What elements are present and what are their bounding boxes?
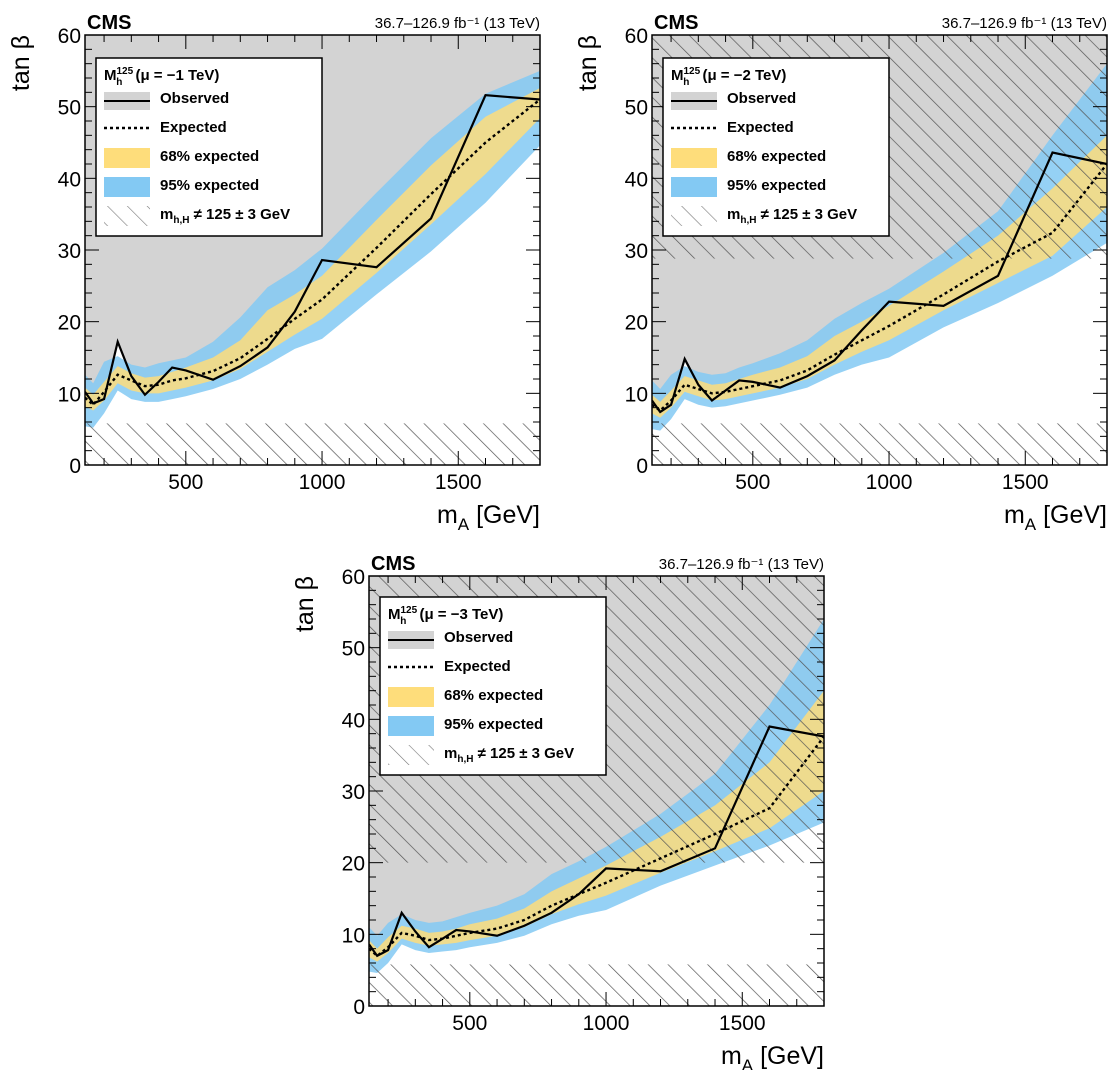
lumi-label: 36.7–126.9 fb⁻¹ (13 TeV) xyxy=(659,556,824,573)
legend: M125 h (μ = −3 TeV) Observed Expected 68% ex… xyxy=(379,596,607,776)
legend-swatch-68 xyxy=(671,148,717,168)
x-tick-label: 1000 xyxy=(299,471,346,494)
legend-swatch-68 xyxy=(104,148,150,168)
band-68-expected xyxy=(85,88,540,411)
lumi-label: 36.7–126.9 fb⁻¹ (13 TeV) xyxy=(942,15,1107,32)
y-tick-label: 20 xyxy=(625,312,648,335)
y-tick-label: 40 xyxy=(625,168,648,191)
y-tick-label: 40 xyxy=(342,709,365,732)
y-tick-label: 50 xyxy=(58,97,81,120)
legend: M125 h (μ = −2 TeV) Observed Expected 68% ex… xyxy=(662,57,890,237)
legend-swatch-hatch xyxy=(388,745,434,765)
x-axis-title: mA [GeV] xyxy=(721,1042,824,1070)
x-tick-label: 1500 xyxy=(719,1012,766,1035)
legend-label-observed: Observed xyxy=(444,629,513,646)
observed-line xyxy=(652,151,1107,414)
legend-label-band95: 95% expected xyxy=(444,716,543,733)
cms-label: CMS xyxy=(371,553,415,575)
lumi-label: 36.7–126.9 fb⁻¹ (13 TeV) xyxy=(375,15,540,32)
y-tick-label: 10 xyxy=(58,383,81,406)
legend-label-band95: 95% expected xyxy=(727,177,826,194)
legend-swatch-95 xyxy=(104,177,150,197)
y-tick-label: 60 xyxy=(625,25,648,48)
y-tick-label: 50 xyxy=(342,638,365,661)
chart-panel-2: 500 1000 1500 0 10 20 30 40 50 60 mA [GeV] tan β CMS… xyxy=(574,12,1108,534)
legend-label-excluded: mh,H ≠ 125 ± 3 GeV xyxy=(727,206,857,226)
hatched-region-low xyxy=(369,964,824,1006)
expected-line xyxy=(85,98,540,407)
band-95-expected xyxy=(85,70,540,428)
legend-label-band95: 95% expected xyxy=(160,177,259,194)
y-axis-title: tan β xyxy=(291,576,319,632)
legend-label-band68: 68% expected xyxy=(160,148,259,165)
x-tick-label: 500 xyxy=(735,471,770,494)
legend-label-expected: Expected xyxy=(444,658,511,675)
legend-title: M125 h (μ = −1 TeV) xyxy=(104,66,219,88)
legend: M125 h (μ = −1 TeV) Observed Expected 68% ex… xyxy=(95,57,323,237)
legend-label-band68: 68% expected xyxy=(444,687,543,704)
legend-title: M125 h (μ = −3 TeV) xyxy=(388,605,503,627)
legend-label-observed: Observed xyxy=(160,90,229,107)
band-68-expected xyxy=(652,135,1107,418)
chart-panel-3: 500 1000 1500 0 10 20 30 40 50 60 mA [GeV] tan β CMS… xyxy=(291,553,825,1070)
y-tick-label: 20 xyxy=(342,853,365,876)
chart-panel-1: 500 1000 1500 0 10 20 30 40 50 60 mA [GeV] tan β CMS… xyxy=(7,12,541,534)
y-tick-label: 30 xyxy=(625,240,648,263)
y-tick-label: 60 xyxy=(58,25,81,48)
y-tick-label: 30 xyxy=(58,240,81,263)
legend-label-excluded: mh,H ≠ 125 ± 3 GeV xyxy=(160,206,290,226)
x-tick-label: 1000 xyxy=(866,471,913,494)
legend-swatch-95 xyxy=(388,716,434,736)
x-tick-label: 500 xyxy=(452,1012,487,1035)
x-tick-label: 1500 xyxy=(1002,471,1049,494)
y-axis-title: tan β xyxy=(574,35,602,91)
y-tick-label: 10 xyxy=(342,924,365,947)
cms-label: CMS xyxy=(654,12,698,34)
observed-line xyxy=(85,94,540,405)
y-tick-label: 40 xyxy=(58,168,81,191)
legend-label-expected: Expected xyxy=(160,119,227,136)
y-tick-label: 0 xyxy=(69,455,81,478)
x-tick-label: 1000 xyxy=(583,1012,630,1035)
y-tick-label: 30 xyxy=(342,781,365,804)
y-tick-label: 10 xyxy=(625,383,648,406)
legend-label-band68: 68% expected xyxy=(727,148,826,165)
y-tick-label: 20 xyxy=(58,312,81,335)
cms-label: CMS xyxy=(87,12,131,34)
x-axis-title: mA [GeV] xyxy=(437,501,540,534)
y-tick-label: 50 xyxy=(625,97,648,120)
y-tick-label: 0 xyxy=(636,455,648,478)
y-axis-title: tan β xyxy=(7,35,35,91)
expected-line xyxy=(652,163,1107,413)
legend-swatch-68 xyxy=(388,687,434,707)
x-tick-label: 1500 xyxy=(435,471,482,494)
x-axis-title: mA [GeV] xyxy=(1004,501,1107,534)
y-tick-label: 60 xyxy=(342,566,365,589)
legend-swatch-95 xyxy=(671,177,717,197)
legend-label-observed: Observed xyxy=(727,90,796,107)
legend-title: M125 h (μ = −2 TeV) xyxy=(671,66,786,88)
y-tick-label: 0 xyxy=(353,996,365,1019)
hatched-region-low xyxy=(85,423,540,465)
observed-line xyxy=(369,725,824,958)
x-tick-label: 500 xyxy=(168,471,203,494)
legend-swatch-hatch xyxy=(671,206,717,226)
hatched-region-low xyxy=(652,423,1107,465)
legend-swatch-hatch xyxy=(104,206,150,226)
legend-label-expected: Expected xyxy=(727,119,794,136)
expected-line xyxy=(369,735,824,958)
legend-label-excluded: mh,H ≠ 125 ± 3 GeV xyxy=(444,745,574,765)
